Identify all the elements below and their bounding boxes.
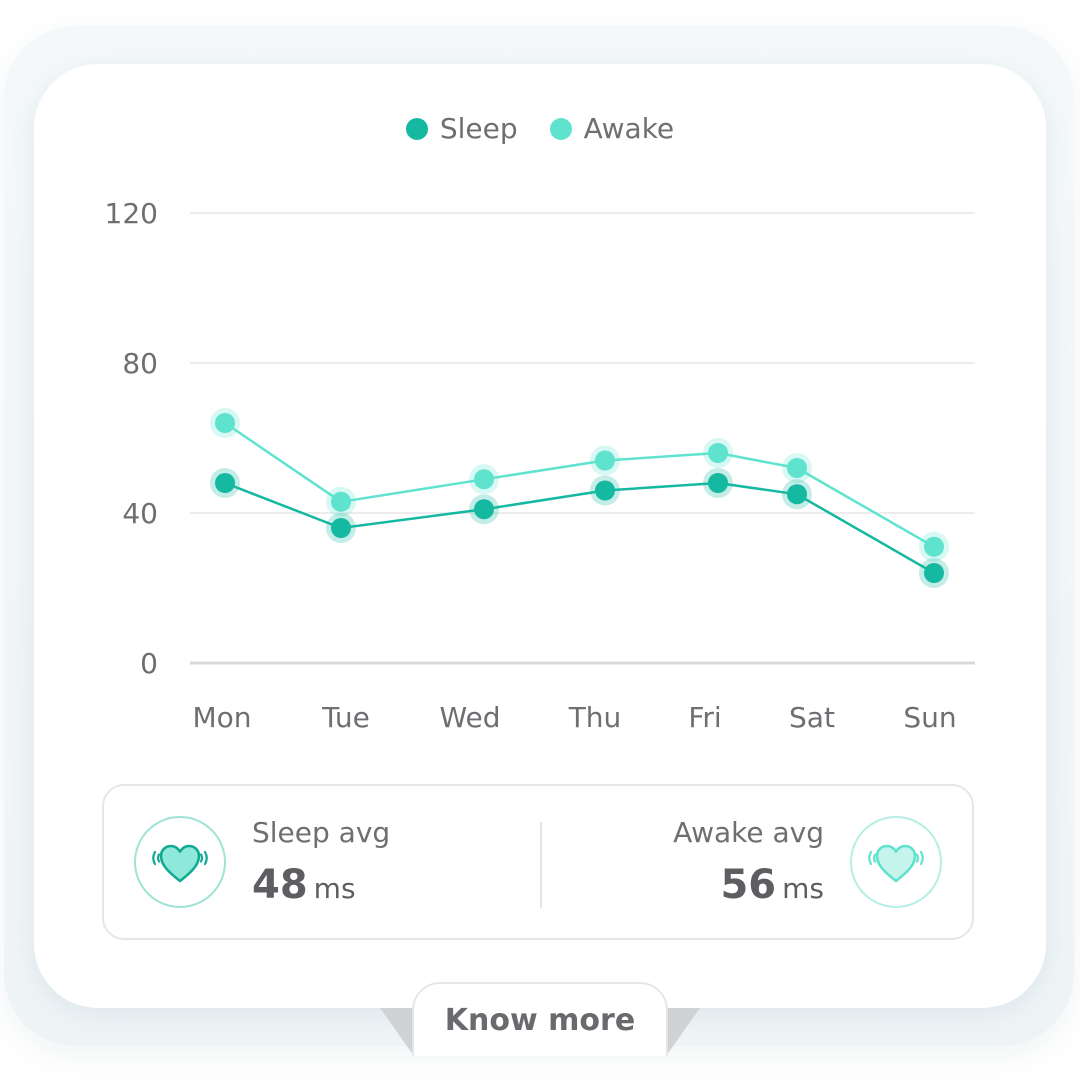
heart-icon [868,844,924,883]
know-more-tab: Know more [380,982,700,1056]
data-point [331,491,351,512]
y-axis-ticks: 0 40 80 120 [105,197,158,680]
awake-avg-unit: ms [782,872,824,905]
legend-dot-sleep [405,117,428,140]
data-point [924,563,944,583]
x-tick-label: Wed [439,701,500,734]
data-point [215,413,235,433]
tab-shadow-wings [380,1008,700,1056]
sleep-avg-value: 48 ms [252,862,356,908]
data-point [595,480,615,501]
data-point [708,443,728,463]
grid-layer [190,212,975,665]
legend-label-awake: Awake [583,112,675,145]
awake-heart-icon [850,816,942,908]
panel-divider [540,822,542,908]
legend-item-awake: Awake [549,112,675,145]
y-tick-label: 80 [122,347,158,380]
legend-dot-awake [549,117,572,140]
averages-panel: Sleep avg 48 ms Awake avg 56 ms [102,784,974,940]
data-point [595,450,615,471]
know-more-button[interactable]: Know more [412,982,668,1056]
line-chart: 0 40 80 120 Mon Tue Wed Thu Fri Sat Sun [105,197,975,734]
series-awake [210,408,949,562]
data-point [474,469,494,490]
heart-icon [152,844,208,883]
y-tick-label: 40 [122,497,158,530]
data-point [924,536,944,557]
data-point [787,484,807,505]
chart-legend: Sleep Awake [0,112,1080,145]
data-point [215,473,235,493]
awake-avg-label: Awake avg [673,816,824,849]
x-tick-label: Thu [568,701,622,734]
series-sleep [210,468,949,588]
awake-avg-number: 56 [720,862,777,908]
x-tick-label: Fri [688,701,721,734]
x-tick-label: Tue [321,701,370,734]
data-point [787,458,807,478]
series-layer [210,408,949,588]
y-tick-label: 120 [105,197,158,230]
data-point [331,518,351,538]
x-tick-label: Sun [903,701,956,734]
x-tick-label: Sat [789,701,835,734]
legend-item-sleep: Sleep [405,112,518,145]
sleep-avg-label: Sleep avg [252,816,391,849]
data-point [474,499,494,520]
legend-label-sleep: Sleep [439,112,518,145]
awake-avg-value: 56 ms [720,862,824,908]
x-tick-label: Mon [192,701,251,734]
x-axis-ticks: Mon Tue Wed Thu Fri Sat Sun [192,701,956,734]
sleep-heart-icon [134,816,226,908]
data-point [708,473,728,493]
sleep-avg-unit: ms [313,872,356,905]
y-tick-label: 0 [140,647,158,680]
sleep-avg-number: 48 [252,862,308,908]
